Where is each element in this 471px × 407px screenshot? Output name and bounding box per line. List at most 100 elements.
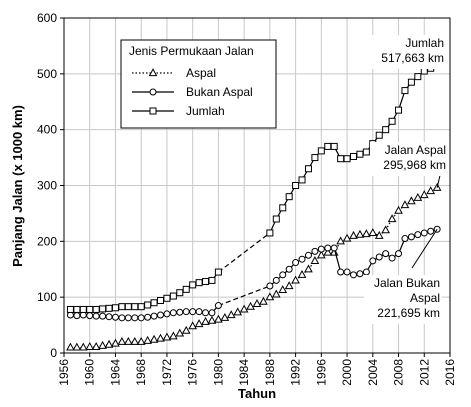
data-point-bukan-aspal [369,257,377,265]
data-point-bukan-aspal [157,311,164,319]
data-point-jumlah [86,305,94,313]
data-point-jumlah [407,78,415,86]
data-point-bukan-aspal [105,313,113,321]
data-point-bukan-aspal [131,314,139,322]
data-point-aspal [104,339,114,348]
annotation-text: Jalan Bukan [374,276,440,290]
data-point-aspal [316,250,326,259]
annotation-background [368,35,446,69]
series-aspal [66,182,442,351]
data-point-aspal [91,342,101,350]
data-point-bukan-aspal [401,235,409,243]
data-point-aspal [400,200,410,209]
data-point-jumlah [266,229,274,237]
data-point-jumlah [311,154,319,162]
data-point-aspal [362,229,371,238]
data-point-jumlah [144,301,152,309]
data-point-aspal [156,333,165,342]
data-point-jumlah [157,297,164,305]
data-point-bukan-aspal [311,247,319,255]
data-point-aspal [323,247,333,256]
series-segment [218,285,271,307]
data-point-bukan-aspal [337,268,345,276]
data-point-aspal [297,269,307,278]
data-point-bukan-aspal [395,250,403,258]
data-point-bukan-aspal [350,271,357,279]
data-point-bukan-aspal [343,268,351,276]
data-point-aspal [368,228,378,237]
annotation-text: 517,663 km [381,51,444,65]
data-point-bukan-aspal [407,233,415,241]
data-point-aspal [271,289,281,298]
data-point-bukan-aspal [150,312,158,320]
data-point-aspal [85,342,95,350]
y-tick-label: 400 [37,123,57,137]
data-point-jumlah [350,152,357,160]
legend-title: Jenis Permukaan Jalan [129,44,254,58]
data-point-aspal [233,307,243,316]
data-point-aspal [162,332,172,341]
data-point-bukan-aspal [99,312,107,320]
data-point-bukan-aspal [163,310,171,318]
data-point-bukan-aspal [317,245,325,253]
data-point-bukan-aspal [292,259,300,267]
data-point-bukan-aspal [427,227,435,235]
data-point-jumlah [317,147,325,155]
x-tick-label: 1992 [289,359,303,386]
data-point-bukan-aspal [285,265,293,273]
data-point-bukan-aspal [144,313,152,321]
data-point-jumlah [189,281,197,289]
data-point-bukan-aspal [169,309,177,317]
legend-box [120,39,277,129]
data-point-jumlah [395,106,403,114]
data-point-jumlah [362,148,370,156]
data-point-jumlah [279,204,287,212]
data-point-aspal [220,312,230,321]
data-point-aspal [259,296,268,305]
legend: Jenis Permukaan Jalan Aspal Bukan Aspal Ju… [120,39,277,129]
data-point-aspal [78,342,88,351]
data-point-jumlah [176,289,184,297]
data-point-jumlah [356,150,364,158]
data-point-bukan-aspal [195,308,203,316]
data-point-bukan-aspal [414,231,422,239]
data-point-aspal [349,230,358,239]
legend-marker [148,68,158,77]
data-point-aspal [419,190,429,199]
legend-entries: Aspal Bukan Aspal Jumlah [132,66,253,118]
x-tick-label: 1968 [134,359,148,386]
data-point-bukan-aspal [324,244,332,252]
data-point-aspal [265,292,275,301]
data-point-jumlah [330,142,338,150]
data-point-aspal [207,315,217,324]
x-tick-label: 1972 [160,359,174,386]
data-point-bukan-aspal [137,314,145,322]
data-point-aspal [117,336,127,345]
data-point-aspal [169,331,178,340]
data-point-aspal [387,214,397,223]
data-point-jumlah [137,303,145,311]
data-point-bukan-aspal [202,309,210,317]
data-point-jumlah [169,292,177,300]
y-tick-label: 600 [37,11,57,25]
data-point-aspal [143,335,152,344]
data-point-jumlah [111,304,119,312]
x-tick-label: 2012 [417,359,431,386]
legend-marker [149,88,157,96]
x-tick-label: 1976 [186,359,200,386]
data-point-jumlah [182,285,190,293]
data-point-jumlah [375,131,383,139]
x-tick-label: 1964 [108,359,122,386]
data-point-aspal [149,334,159,343]
series-segment [333,247,342,273]
data-point-bukan-aspal [124,314,132,322]
data-point-aspal [246,301,255,310]
data-point-bukan-aspal [176,308,184,316]
data-point-aspal [278,285,288,294]
data-point-aspal [98,340,107,349]
data-point-jumlah [99,305,107,313]
data-point-jumlah [118,303,126,311]
data-point-jumlah [304,165,312,173]
data-point-bukan-aspal [92,312,100,320]
